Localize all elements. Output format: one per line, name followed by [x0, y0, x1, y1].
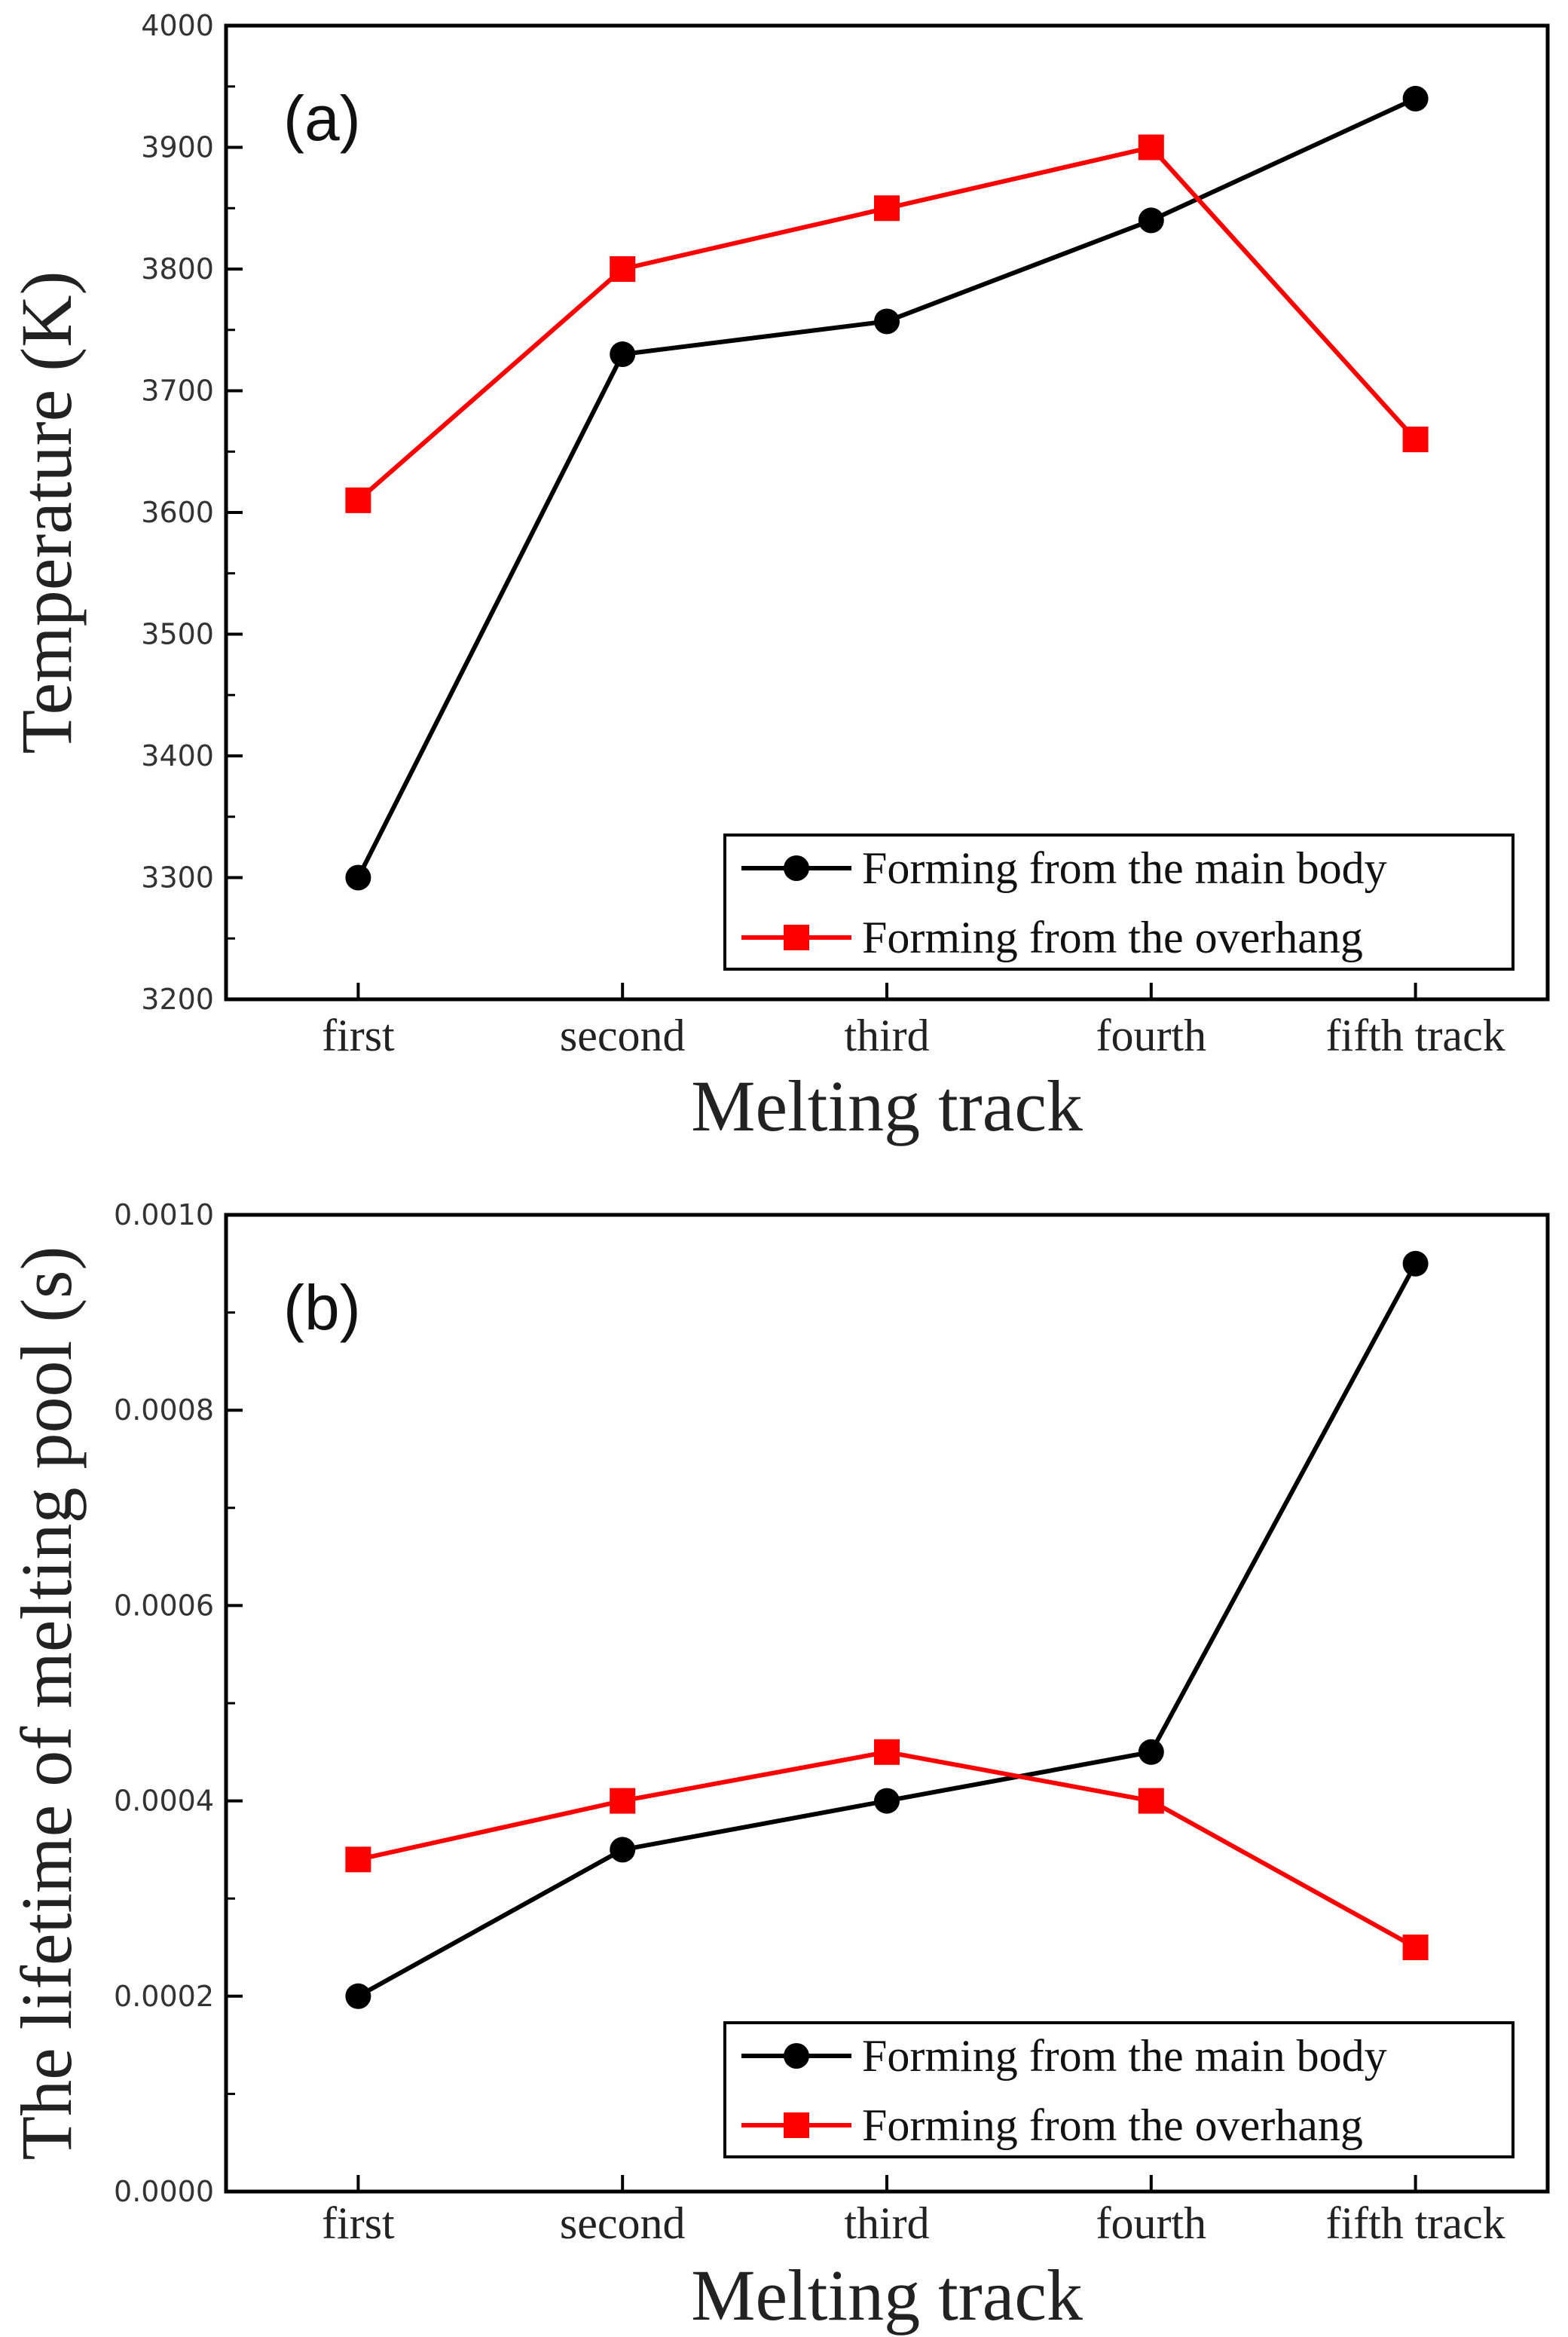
data-point	[345, 1983, 371, 2009]
x-tick-label: fifth track	[1325, 2198, 1505, 2248]
y-tick-label: 0.0000	[114, 2175, 214, 2208]
y-tick-label: 0.0002	[114, 1980, 214, 2013]
data-point	[610, 341, 636, 368]
y-tick-label: 3600	[141, 496, 214, 529]
legend-marker	[784, 2043, 809, 2069]
x-tick-label: second	[560, 1011, 686, 1060]
legend-label: Forming from the main body	[862, 2031, 1387, 2081]
legend-marker	[784, 855, 809, 881]
y-tick-label: 3200	[141, 983, 214, 1016]
data-point	[1402, 85, 1429, 112]
data-point	[610, 1837, 636, 1863]
data-point	[345, 1846, 371, 1873]
panel-label: (a)	[283, 83, 361, 154]
data-point	[345, 864, 371, 891]
y-tick-label: 0.0004	[114, 1785, 214, 1818]
panel-label: (b)	[283, 1272, 361, 1343]
y-axis-title: Temperature (K)	[6, 271, 87, 754]
x-tick-label: first	[322, 1011, 395, 1060]
data-point	[610, 1788, 636, 1814]
legend-box	[723, 2021, 1515, 2158]
data-point	[874, 1788, 900, 1814]
y-tick-label: 3800	[141, 252, 214, 286]
legend-marker	[784, 925, 809, 950]
x-tick-label: second	[560, 2198, 686, 2248]
legend-marker	[784, 2112, 809, 2138]
data-point	[345, 487, 371, 513]
legend-label: Forming from the main body	[862, 843, 1387, 893]
data-point	[1138, 1788, 1164, 1814]
legend-label: Forming from the overhang	[862, 2100, 1363, 2150]
data-point	[1402, 1935, 1429, 1960]
y-tick-label: 3500	[141, 618, 214, 651]
series-overhang	[345, 134, 1429, 513]
data-point	[1138, 207, 1164, 234]
x-tick-label: fifth track	[1325, 1011, 1505, 1060]
y-axis-title: The lifetime of melting pool (s)	[6, 1246, 87, 2160]
y-tick-label: 3900	[141, 131, 214, 164]
series-line	[356, 1262, 1418, 1999]
data-point	[1402, 1250, 1429, 1277]
x-tick-label: third	[844, 1011, 929, 1060]
chart-panel-a: 3200 3300 3400 3500 3600 3700 3800 3900 4000 firs…	[6, 9, 1550, 1146]
x-tick-label: third	[844, 2198, 929, 2248]
y-tick-label: 0.0006	[114, 1589, 214, 1622]
x-axis-title: Melting track	[691, 1066, 1083, 1146]
y-tick-label: 0.0008	[114, 1393, 214, 1427]
data-point	[874, 308, 900, 335]
series-main-body	[345, 1250, 1429, 2009]
data-point	[1402, 427, 1429, 453]
legend: Forming from the main body Forming from t…	[723, 2021, 1515, 2158]
data-point	[1138, 1739, 1164, 1765]
x-tick-label: first	[322, 2198, 395, 2248]
data-point	[1138, 134, 1164, 161]
legend-box	[723, 834, 1515, 971]
x-axis-title: Melting track	[691, 2255, 1083, 2335]
x-tick-label: fourth	[1096, 1011, 1206, 1060]
data-point	[610, 256, 636, 282]
y-tick-label: 3300	[141, 861, 214, 895]
legend-label: Forming from the overhang	[862, 913, 1363, 962]
series-line	[357, 1749, 1417, 1950]
data-point	[874, 195, 900, 222]
x-tick-label: fourth	[1096, 2198, 1206, 2248]
y-tick-label: 0.0010	[114, 1198, 214, 1231]
chart-panel-b: 0.0000 0.0002 0.0004 0.0006 0.0008 0.0010 firs…	[6, 1198, 1550, 2335]
y-tick-label: 3400	[141, 739, 214, 772]
series-overhang	[345, 1739, 1429, 1960]
series-main-body	[345, 85, 1429, 891]
legend: Forming from the main body Forming from t…	[723, 834, 1515, 971]
data-point	[874, 1739, 900, 1765]
y-tick-label: 3700	[141, 375, 214, 408]
y-tick-label: 4000	[141, 9, 214, 42]
